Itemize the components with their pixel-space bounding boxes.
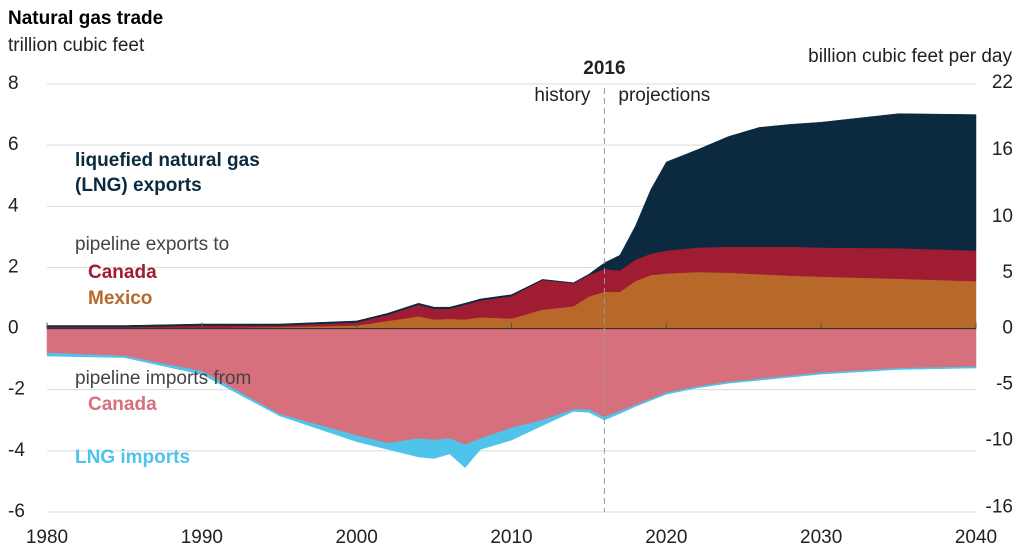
x-tick-label: 1980 — [26, 527, 68, 548]
group-label: pipeline exports to — [75, 234, 230, 255]
y-axis-title: trillion cubic feet — [8, 35, 145, 56]
x-tick-label: 2000 — [336, 527, 378, 548]
y-tick-label: 4 — [8, 195, 19, 216]
series-label: Mexico — [88, 288, 153, 309]
x-tick-label: 1990 — [181, 527, 223, 548]
y2-tick-label: -5 — [996, 374, 1013, 395]
x-tick-label: 2030 — [800, 527, 842, 548]
x-tick-label: 2020 — [645, 527, 687, 548]
y2-tick-label: 22 — [992, 72, 1013, 93]
area — [46, 352, 977, 469]
y-tick-label: -2 — [8, 379, 25, 400]
y2-tick-label: -10 — [986, 429, 1013, 450]
y-tick-label: 0 — [8, 318, 19, 339]
x-tick-label: 2040 — [955, 527, 997, 548]
projections-label: projections — [618, 85, 710, 106]
chart-title: Natural gas trade — [8, 8, 164, 29]
area — [46, 113, 977, 328]
x-tick-label: 2010 — [490, 527, 532, 548]
y2-tick-label: 0 — [1002, 318, 1013, 339]
series-label: Canada — [88, 262, 157, 283]
y-tick-label: 2 — [8, 256, 19, 277]
y-tick-label: 8 — [8, 73, 19, 94]
series-label: LNG imports — [75, 447, 191, 468]
y-tick-label: 6 — [8, 134, 19, 155]
divider-label: 2016 — [583, 58, 625, 79]
group-label: pipeline imports from — [75, 368, 252, 389]
y2-axis-title: billion cubic feet per day — [808, 46, 1012, 67]
history-label: history — [534, 85, 590, 106]
series-label: liquefied natural gas (LNG) exports — [75, 150, 260, 196]
y2-tick-label: -16 — [986, 497, 1013, 518]
y-tick-label: -6 — [8, 501, 25, 522]
y2-tick-label: 16 — [992, 139, 1013, 160]
series-label: Canada — [88, 394, 157, 415]
y2-tick-label: 5 — [1002, 262, 1013, 283]
y2-tick-label: 10 — [992, 206, 1013, 227]
y-tick-label: -4 — [8, 440, 25, 461]
